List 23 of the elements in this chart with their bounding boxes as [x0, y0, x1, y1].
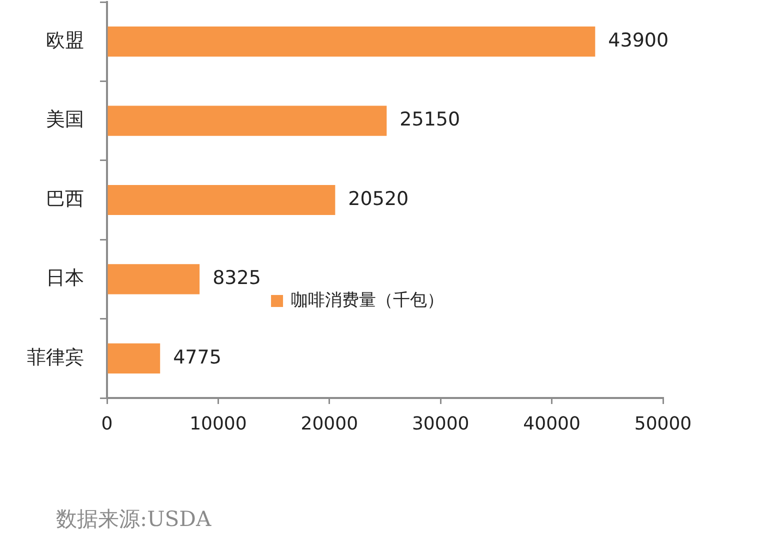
data-label: 4775 — [173, 346, 222, 368]
y-tick-label: 日本 — [46, 267, 84, 290]
source-note: 数据来源:USDA — [56, 506, 212, 533]
bar — [108, 26, 596, 57]
x-tick-label: 10000 — [190, 413, 247, 434]
y-tick-label: 巴西 — [46, 188, 84, 210]
x-tick-label: 20000 — [300, 413, 358, 434]
bar — [108, 343, 160, 374]
bar — [108, 106, 387, 136]
x-tick-label: 30000 — [412, 413, 470, 434]
data-label: 8325 — [212, 267, 261, 290]
data-label: 43900 — [608, 30, 669, 52]
x-tick-label: 50000 — [634, 413, 692, 434]
data-label: 25150 — [400, 108, 460, 131]
data-label: 20520 — [348, 188, 409, 210]
x-tick-label: 0 — [101, 413, 113, 434]
legend-label: 咖啡消费量（千包） — [291, 290, 444, 310]
y-tick-label: 欧盟 — [46, 30, 84, 52]
bar — [108, 264, 200, 294]
y-tick-label: 菲律宾 — [27, 346, 84, 368]
bar — [108, 184, 336, 216]
y-tick-label: 美国 — [46, 108, 84, 131]
x-tick-label: 40000 — [523, 413, 580, 434]
